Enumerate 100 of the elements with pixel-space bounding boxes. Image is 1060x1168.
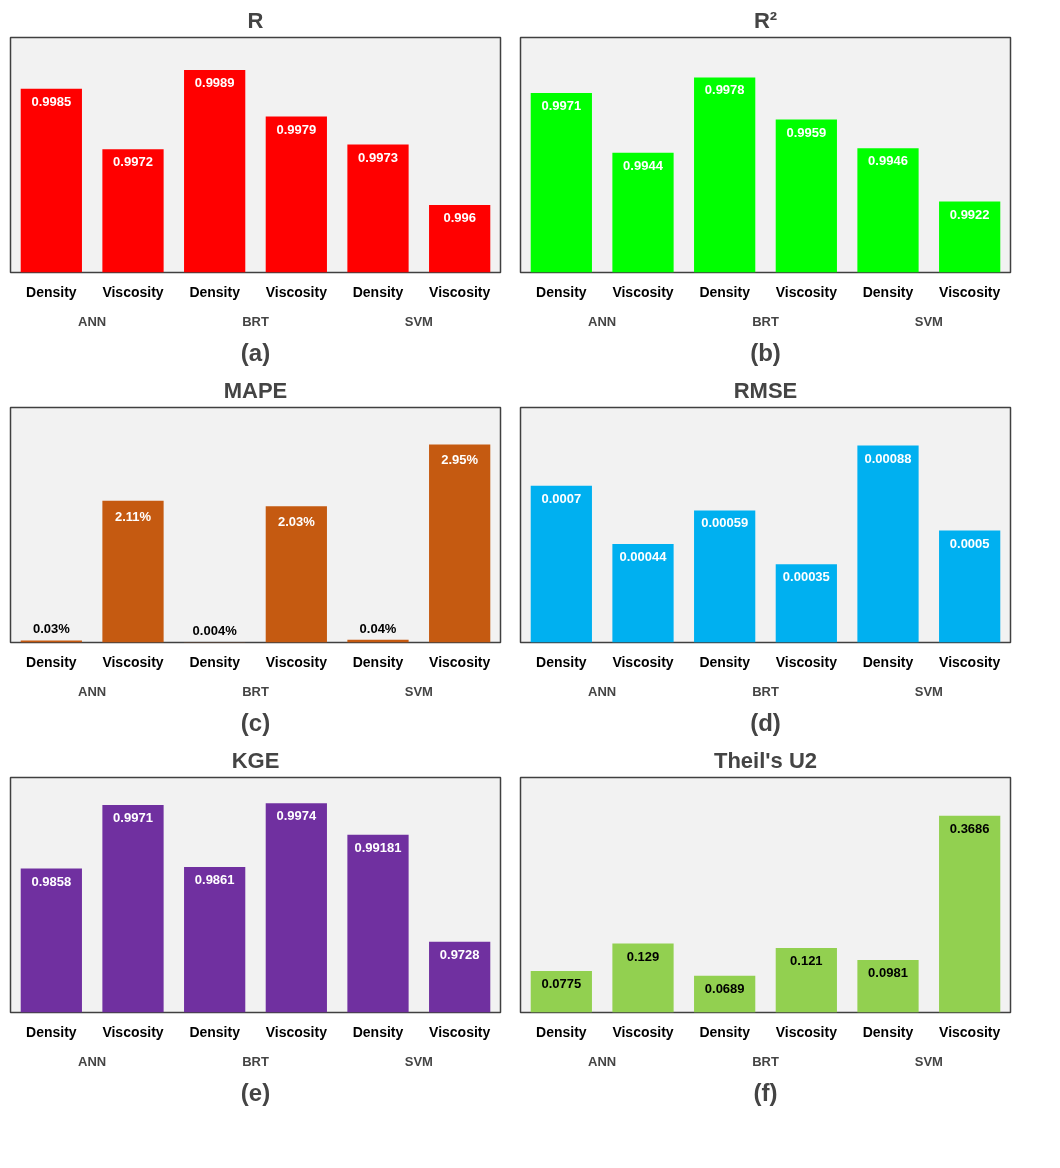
x-tick-label: Density xyxy=(26,283,77,300)
x-tick-label: Density xyxy=(189,1023,241,1040)
x-tick-label: Viscosity xyxy=(102,283,164,300)
x-tick-label: Viscosity xyxy=(612,283,674,300)
data-label: 0.9861 xyxy=(194,871,235,887)
x-tick-label: Viscosity xyxy=(775,653,838,670)
data-label: 2.03% xyxy=(277,514,316,530)
data-label: 0.99181 xyxy=(354,839,402,855)
x-tick-label: Viscosity xyxy=(102,653,164,670)
text: BRT xyxy=(752,1053,779,1069)
data-label: 0.9959 xyxy=(786,124,827,140)
data-label: 0.129 xyxy=(626,948,660,964)
text: BRT xyxy=(752,683,779,699)
data-label: 0.9985 xyxy=(31,93,72,109)
data-label: 0.9944 xyxy=(623,157,664,173)
data-label: 0.3686 xyxy=(949,820,990,836)
text: (f) xyxy=(753,1078,778,1106)
x-tick-label: Density xyxy=(352,283,404,300)
data-label: 0.9989 xyxy=(194,75,235,91)
data-label: 0.9978 xyxy=(704,82,745,98)
data-label: 0.9728 xyxy=(439,946,480,962)
text: ANN xyxy=(588,313,617,329)
data-label: 0.04% xyxy=(359,620,397,636)
data-label: 0.00088 xyxy=(864,450,912,466)
x-tick-label: Density xyxy=(699,283,751,300)
data-label: 2.95% xyxy=(441,452,479,468)
text: BRT xyxy=(242,313,269,329)
x-tick-label: Density xyxy=(699,653,751,670)
x-tick-label: Viscosity xyxy=(429,1023,491,1040)
data-label: 0.9973 xyxy=(358,149,398,165)
text: BRT xyxy=(752,313,779,329)
x-tick-label: Density xyxy=(862,1023,914,1040)
text: (e) xyxy=(240,1078,271,1106)
x-tick-label: Viscosity xyxy=(939,283,1001,300)
text: SVM xyxy=(404,683,433,699)
text: ANN xyxy=(78,1053,107,1069)
x-tick-label: Viscosity xyxy=(429,653,491,670)
data-label: 0.121 xyxy=(790,952,823,968)
text: (d) xyxy=(750,708,781,736)
text: SVM xyxy=(404,1053,433,1069)
x-tick-label: Viscosity xyxy=(429,283,491,300)
text: BRT xyxy=(242,683,269,699)
text: ANN xyxy=(78,683,107,699)
x-tick-label: Density xyxy=(26,653,77,670)
x-tick-label: Viscosity xyxy=(612,653,674,670)
x-tick-label: Density xyxy=(352,653,404,670)
text: SVM xyxy=(914,313,943,329)
data-label: 0.0005 xyxy=(949,535,990,551)
data-label: 0.03% xyxy=(32,621,71,637)
x-tick-label: Viscosity xyxy=(265,1023,328,1040)
data-label: 0.00044 xyxy=(619,549,668,565)
x-tick-label: Density xyxy=(352,1023,404,1040)
text: SVM xyxy=(404,313,433,329)
text: ANN xyxy=(588,683,617,699)
x-tick-label: Viscosity xyxy=(265,283,328,300)
text: (c) xyxy=(240,708,271,736)
data-label: 0.00035 xyxy=(782,569,830,585)
x-tick-label: Density xyxy=(189,283,241,300)
data-label: 0.9974 xyxy=(276,808,317,824)
x-tick-label: Viscosity xyxy=(775,283,838,300)
text: SVM xyxy=(914,1053,943,1069)
x-tick-label: Viscosity xyxy=(939,653,1001,670)
x-tick-label: Density xyxy=(536,283,587,300)
data-label: 0.0007 xyxy=(541,490,582,506)
x-tick-label: Density xyxy=(699,1023,751,1040)
chart-title: R xyxy=(247,7,264,33)
data-label: 0.9971 xyxy=(541,97,582,113)
chart-title: KGE xyxy=(231,747,280,773)
x-tick-label: Viscosity xyxy=(102,1023,164,1040)
data-label: 0.9979 xyxy=(276,121,317,137)
data-label: 0.9946 xyxy=(868,153,908,169)
data-label: 0.0775 xyxy=(541,976,582,992)
text: BRT xyxy=(242,1053,269,1069)
x-tick-label: Density xyxy=(536,653,587,670)
text: (b) xyxy=(750,338,781,366)
x-tick-label: Density xyxy=(189,653,241,670)
text: (a) xyxy=(240,338,271,366)
x-tick-label: Viscosity xyxy=(612,1023,674,1040)
text: ANN xyxy=(78,313,107,329)
data-label: 2.11% xyxy=(114,508,152,524)
data-label: 0.0981 xyxy=(868,965,908,981)
x-tick-label: Density xyxy=(862,283,914,300)
text: SVM xyxy=(914,683,943,699)
x-tick-label: Viscosity xyxy=(939,1023,1001,1040)
data-label: 0.004% xyxy=(192,623,238,639)
data-label: 0.996 xyxy=(443,210,476,226)
x-tick-label: Viscosity xyxy=(775,1023,838,1040)
x-tick-label: Viscosity xyxy=(265,653,328,670)
text: ANN xyxy=(588,1053,617,1069)
chart-title: Theil's U2 xyxy=(713,747,818,773)
x-tick-label: Density xyxy=(26,1023,77,1040)
data-label: 0.9971 xyxy=(113,810,153,826)
data-label: 0.9922 xyxy=(949,206,990,222)
x-tick-label: Density xyxy=(536,1023,587,1040)
chart-title: R² xyxy=(753,7,778,33)
data-label: 0.0689 xyxy=(704,980,745,996)
chart-title: RMSE xyxy=(733,377,798,403)
data-label: 0.9858 xyxy=(31,873,72,889)
data-label: 0.00059 xyxy=(701,515,749,531)
chart-title: MAPE xyxy=(223,377,288,403)
